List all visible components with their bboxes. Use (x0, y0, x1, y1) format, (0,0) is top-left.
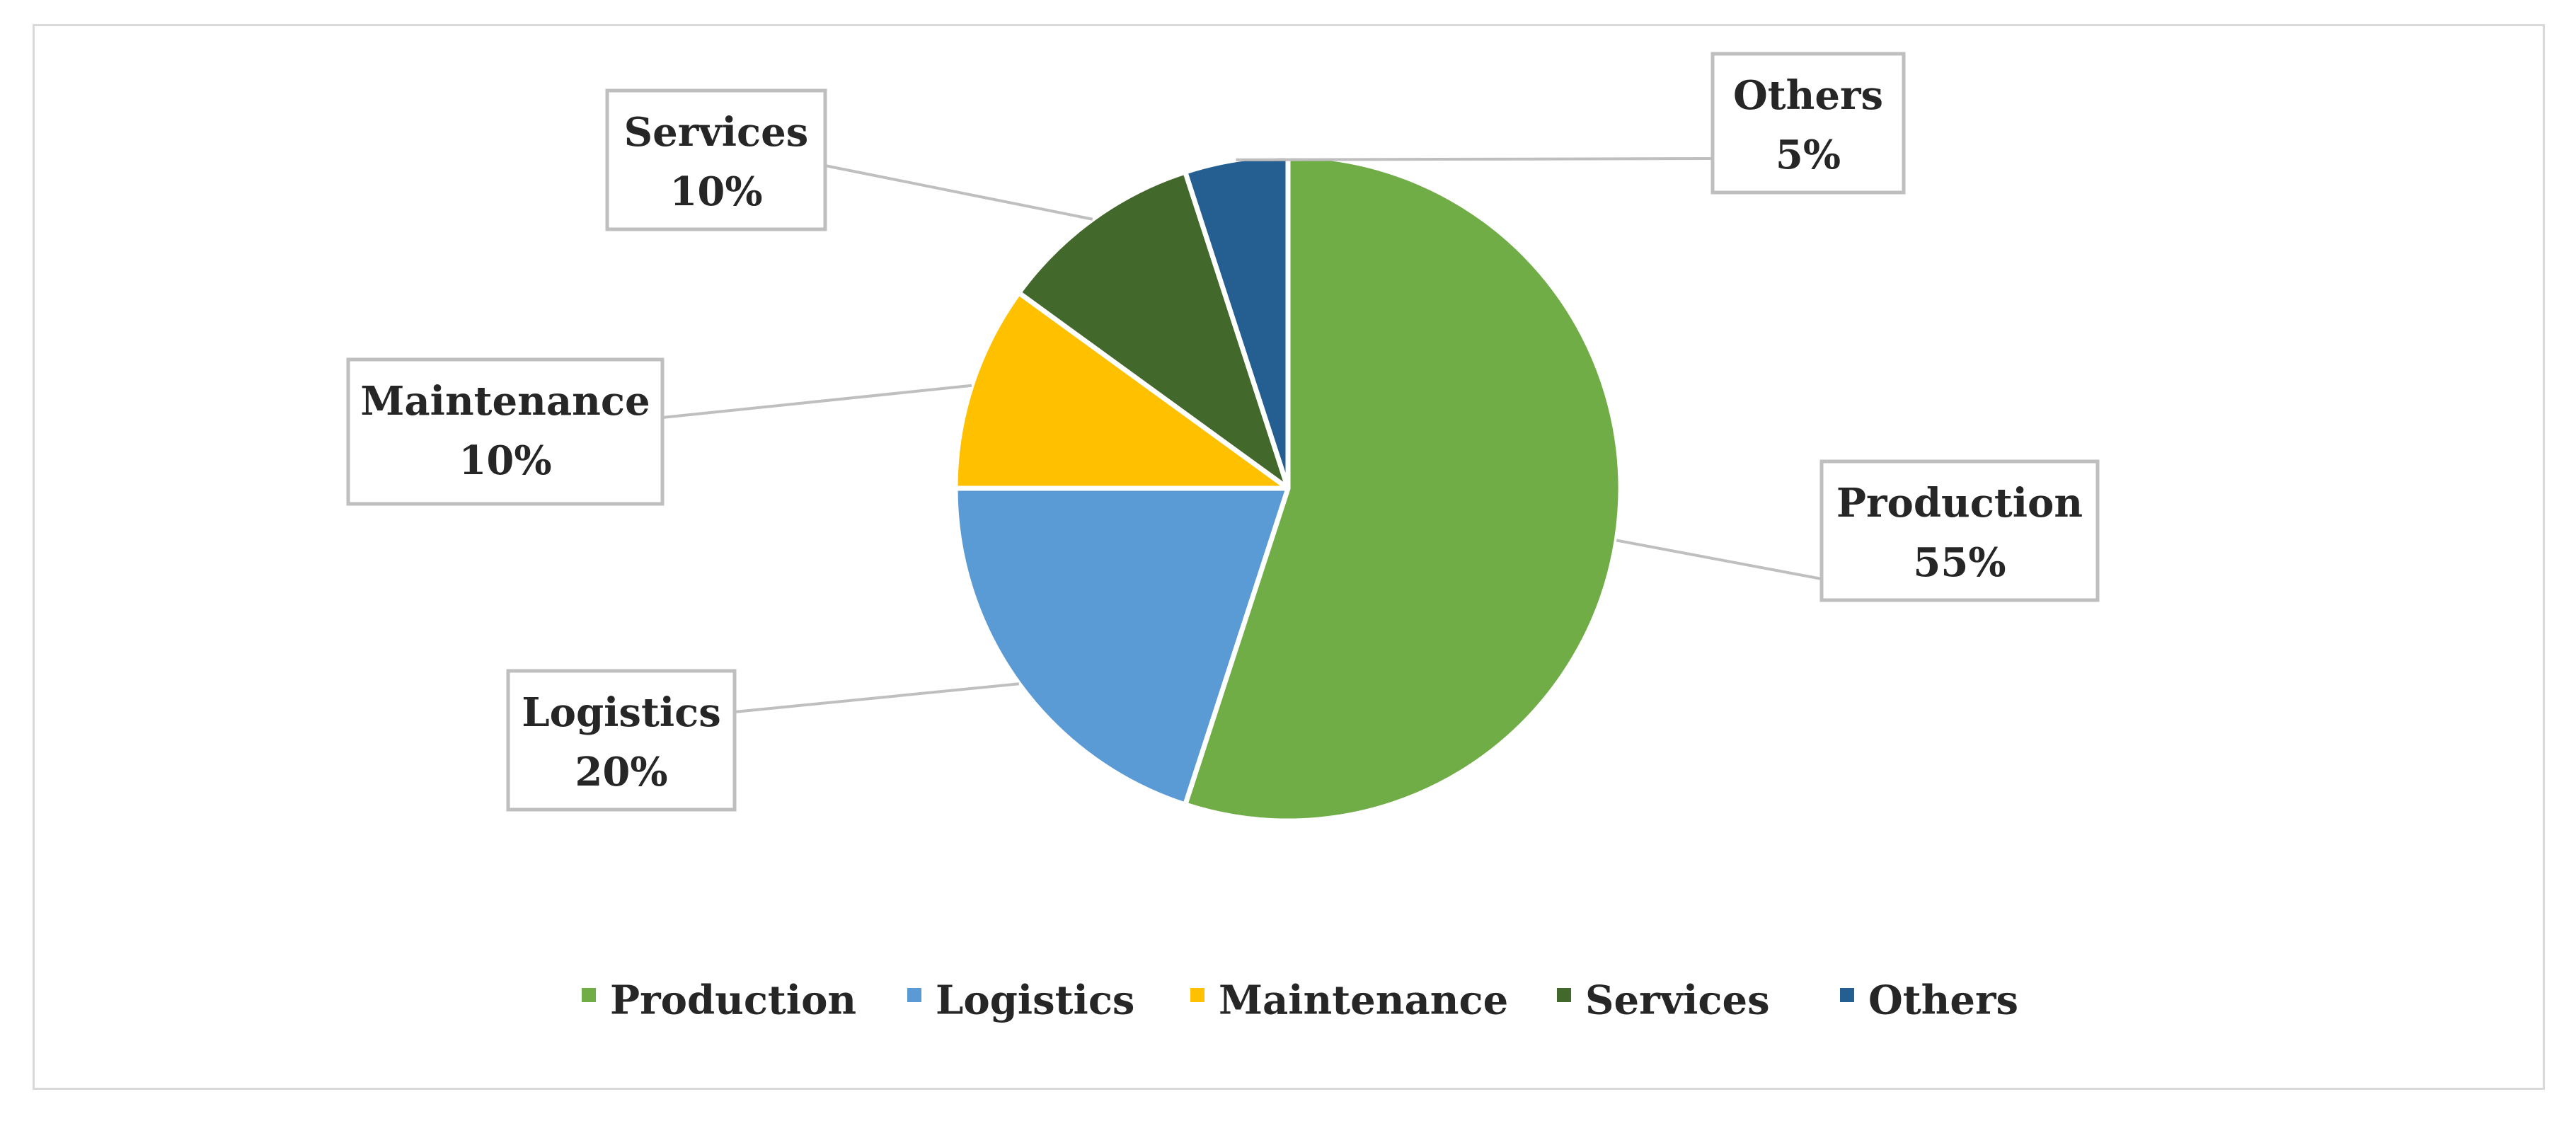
legend-swatch-services (1557, 988, 1571, 1002)
pie-slice-services (1016, 169, 1291, 491)
legend-label-production: Production (610, 977, 856, 1024)
leader-line-maintenance (662, 384, 972, 419)
data-label-name: Logistics (522, 689, 720, 736)
leader-line-production (1616, 539, 1822, 580)
data-label-name: Others (1733, 72, 1883, 119)
legend-label-others: Others (1868, 977, 2018, 1024)
pie-slice-maintenance (953, 290, 1291, 491)
pie-slice-production (1183, 153, 1623, 824)
pie-slices (953, 153, 1623, 824)
data-label-value: 55% (1913, 539, 2006, 586)
legend-label-services: Services (1585, 977, 1770, 1024)
data-label-box-production (1819, 459, 2100, 602)
data-label-name: Production (1836, 480, 2083, 527)
data-label-box-maintenance (346, 357, 665, 506)
pie-slice-logistics (953, 485, 1291, 807)
legend-swatch-others (1840, 988, 1854, 1002)
legend-swatch-logistics (907, 988, 921, 1002)
legend-label-maintenance: Maintenance (1219, 977, 1508, 1024)
leader-line-services (824, 164, 1093, 221)
legend: Production Logistics Maintenance Services Ot… (582, 977, 2018, 1024)
legend-label-logistics: Logistics (936, 977, 1134, 1024)
data-label-box-others (1710, 52, 1906, 195)
data-label-value: 10% (669, 168, 762, 215)
leader-line-logistics (734, 682, 1019, 713)
legend-swatch-production (582, 988, 596, 1002)
data-label-name: Services (624, 109, 809, 156)
data-labels: Production 55% Logistics 20% Maintenance 10% S… (346, 52, 2100, 812)
data-label-value: 5% (1776, 132, 1841, 178)
data-label-box-logistics (506, 669, 737, 812)
leader-lines (662, 157, 1822, 713)
leader-line-others (1236, 157, 1713, 161)
data-label-value: 10% (459, 437, 551, 484)
data-label-name: Maintenance (360, 378, 650, 425)
data-label-value: 20% (575, 749, 667, 795)
legend-swatch-maintenance (1190, 988, 1204, 1002)
data-label-box-services (605, 88, 827, 231)
